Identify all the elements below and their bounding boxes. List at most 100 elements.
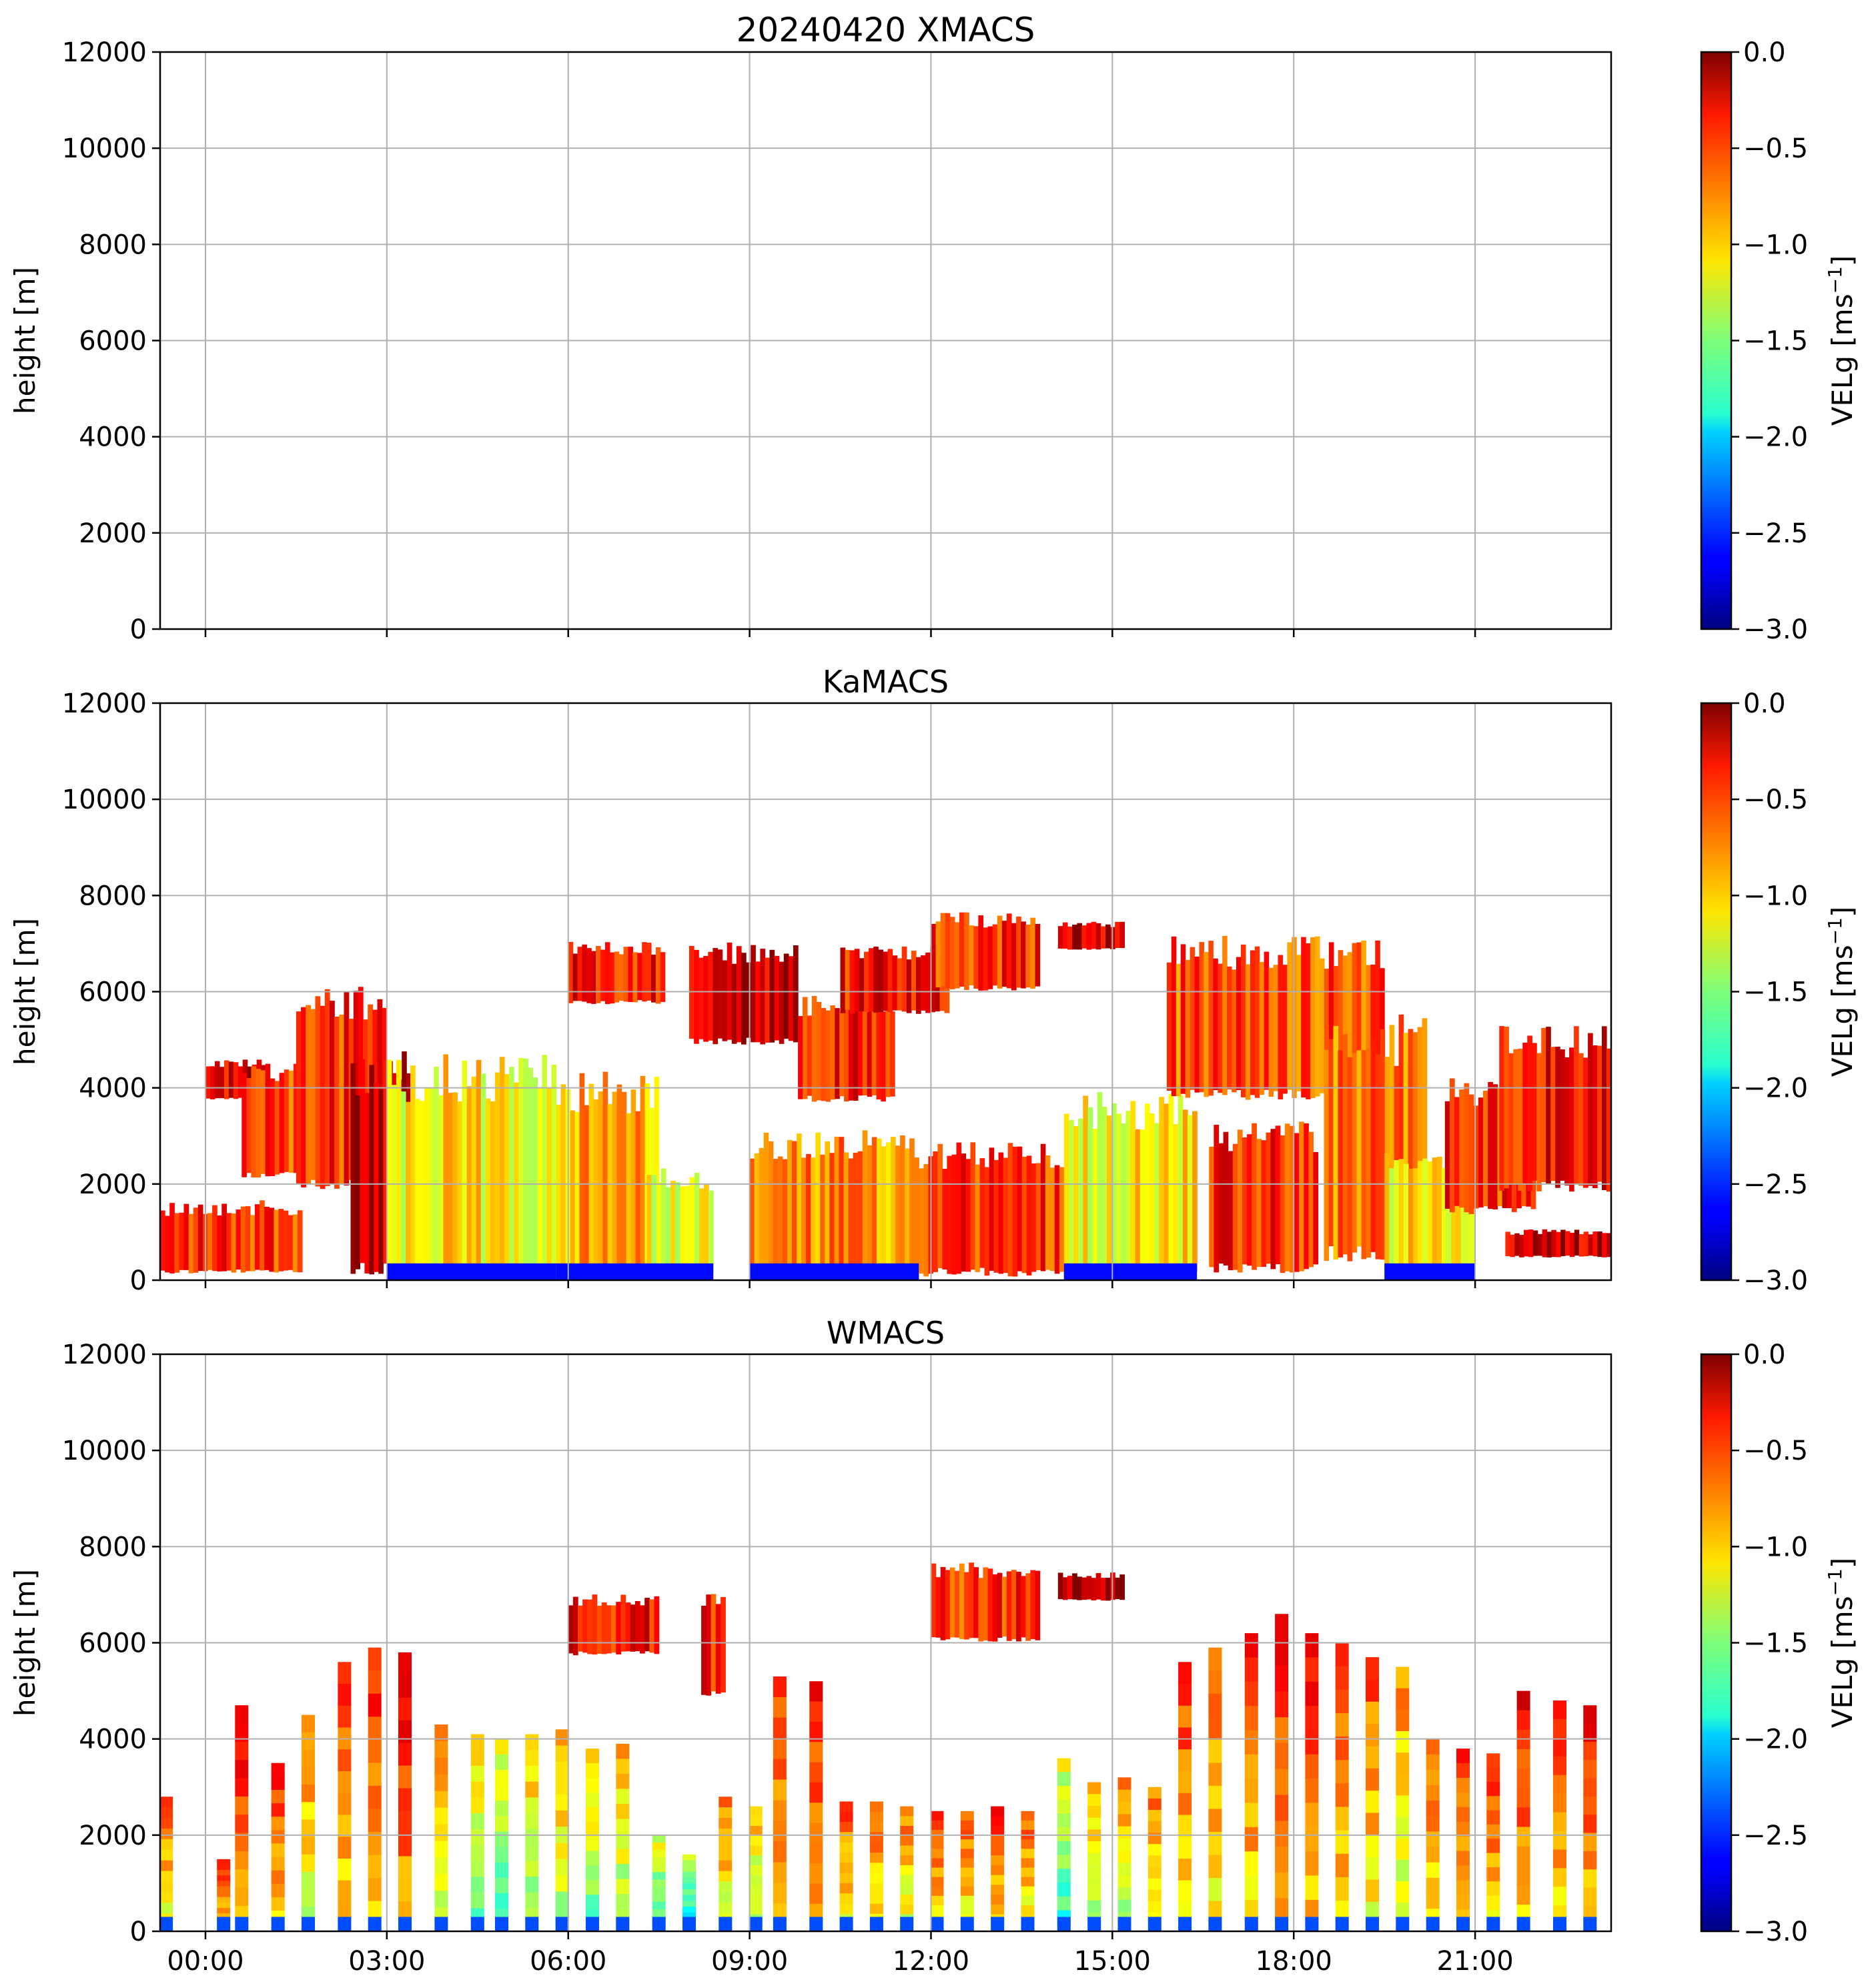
wmacs-data-column bbox=[159, 1871, 173, 1882]
kamacs-data bbox=[160, 912, 1612, 1280]
wmacs-data-column bbox=[368, 1763, 382, 1787]
wmacs-data-column bbox=[1117, 1814, 1131, 1827]
kamacs-data-block bbox=[1259, 962, 1265, 1095]
wmacs-data-column bbox=[271, 1857, 285, 1871]
wmacs-data-column bbox=[900, 1865, 914, 1876]
kamacs-data-block bbox=[269, 1207, 274, 1272]
wmacs-data-block bbox=[1086, 1576, 1092, 1600]
wmacs-data-block bbox=[601, 1602, 607, 1654]
wmacs-data-column bbox=[434, 1824, 448, 1841]
wmacs-data-column bbox=[930, 1839, 944, 1849]
wmacs-data-column bbox=[1087, 1782, 1101, 1795]
kamacs-data-block bbox=[264, 1206, 270, 1270]
wmacs-data-column bbox=[1396, 1774, 1410, 1796]
wmacs-data-column bbox=[652, 1901, 666, 1910]
wmacs-data-column bbox=[1021, 1820, 1035, 1831]
wmacs-data-column bbox=[1117, 1789, 1131, 1803]
wmacs-data-column bbox=[1305, 1827, 1319, 1852]
wmacs-data-column bbox=[235, 1851, 249, 1870]
kamacs-ytick-label: 6000 bbox=[79, 977, 147, 1008]
wmacs-data-column bbox=[1516, 1827, 1530, 1847]
wmacs-data-column bbox=[1021, 1839, 1035, 1849]
kamacs-data-block bbox=[188, 1213, 194, 1274]
wmacs-data-column bbox=[1583, 1869, 1597, 1888]
wmacs-data-column bbox=[839, 1842, 853, 1853]
wmacs-data-column bbox=[495, 1769, 508, 1786]
kamacs-data-block bbox=[970, 1142, 976, 1270]
kamacs-data-block bbox=[843, 1152, 849, 1276]
kamacs-data-block bbox=[378, 1089, 384, 1274]
wmacs-data-column bbox=[470, 1845, 484, 1861]
kamacs-data-block bbox=[621, 1091, 627, 1272]
kamacs-data-block bbox=[1375, 1054, 1381, 1260]
wmacs-data-column bbox=[271, 1790, 285, 1804]
kamacs-data-block bbox=[169, 1203, 175, 1274]
wmacs-data-column bbox=[586, 1895, 599, 1910]
wmacs-data-column bbox=[719, 1881, 733, 1893]
kamacs-data-block bbox=[801, 1157, 807, 1276]
kamacs-data-block bbox=[651, 1175, 657, 1273]
wmacs-xtick-label: 06:00 bbox=[530, 1946, 606, 1977]
wmacs-data-column bbox=[525, 1892, 539, 1909]
wmacs-data-column bbox=[525, 1797, 539, 1814]
wmacs-xtick-label: 09:00 bbox=[711, 1946, 788, 1977]
wmacs-data-column bbox=[586, 1763, 599, 1779]
kamacs-data-block bbox=[1375, 940, 1380, 1090]
wmacs-data-column bbox=[1208, 1693, 1222, 1717]
kamacs-data-block bbox=[1294, 1133, 1300, 1272]
wmacs-data-column bbox=[773, 1717, 787, 1739]
wmacs-data-column bbox=[1244, 1730, 1258, 1755]
wmacs-data-column bbox=[1087, 1865, 1101, 1877]
wmacs-data-column bbox=[434, 1791, 448, 1809]
wmacs-data-column bbox=[900, 1845, 914, 1856]
kamacs-data-block bbox=[1228, 1151, 1234, 1271]
kamacs-data-block bbox=[618, 954, 624, 1001]
wmacs-data-column bbox=[1208, 1647, 1222, 1671]
wmacs-data-column bbox=[235, 1815, 249, 1833]
wmacs-data-column-base bbox=[1275, 1917, 1289, 1931]
kamacs-data-block bbox=[1227, 966, 1232, 1089]
wmacs-data-column bbox=[809, 1742, 823, 1763]
kamacs-data-block bbox=[769, 949, 775, 1043]
wmacs-data-block bbox=[1021, 1576, 1026, 1638]
kamacs-data-block bbox=[1087, 1107, 1093, 1278]
wmacs-data-column bbox=[555, 1745, 569, 1763]
wmacs-data-column-base bbox=[900, 1917, 914, 1931]
wmacs-data-column bbox=[1147, 1821, 1161, 1833]
kamacs-data-block bbox=[240, 1206, 246, 1273]
wmacs-data-column bbox=[1396, 1753, 1410, 1775]
wmacs-data-column bbox=[302, 1871, 315, 1890]
wmacs-data-column bbox=[960, 1820, 974, 1831]
kamacs-data-block bbox=[916, 957, 921, 1014]
wmacs-colorbar-tick-label: −1.0 bbox=[1743, 1532, 1808, 1562]
xmacs-colorbar-label-exp: −1 bbox=[1824, 266, 1846, 294]
wmacs-data-column bbox=[773, 1862, 787, 1883]
wmacs-data-column bbox=[1486, 1881, 1500, 1896]
wmacs-data-column bbox=[1456, 1763, 1470, 1779]
kamacs-data-block bbox=[1266, 1132, 1272, 1264]
wmacs-data-column bbox=[616, 1864, 630, 1880]
wmacs-data-column bbox=[1516, 1788, 1530, 1808]
wmacs-data-column bbox=[1366, 1746, 1379, 1769]
kamacs-data-block bbox=[1574, 1026, 1579, 1184]
kamacs-data-block bbox=[1606, 1048, 1612, 1192]
wmacs-data-column bbox=[1553, 1887, 1566, 1906]
wmacs-xtick-label: 03:00 bbox=[348, 1946, 425, 1977]
wmacs-data-column bbox=[1275, 1743, 1289, 1770]
wmacs-data-column bbox=[682, 1895, 696, 1901]
wmacs-data-column bbox=[1117, 1826, 1131, 1839]
wmacs-data-column bbox=[434, 1774, 448, 1792]
wmacs-data-column bbox=[749, 1885, 763, 1895]
kamacs-data-block bbox=[1016, 916, 1021, 988]
wmacs-data-column bbox=[1456, 1880, 1470, 1895]
wmacs-data-column-base bbox=[398, 1917, 412, 1931]
kamacs-data-block bbox=[415, 1099, 420, 1273]
wmacs-data-column bbox=[159, 1849, 173, 1861]
wmacs-data-column bbox=[960, 1886, 974, 1897]
wmacs-data-column bbox=[470, 1813, 484, 1830]
wmacs-data-column bbox=[525, 1861, 539, 1877]
wmacs-data-column bbox=[1117, 1838, 1131, 1851]
wmacs-data-block bbox=[940, 1567, 946, 1640]
wmacs-data-column bbox=[1396, 1817, 1410, 1839]
wmacs-data-column bbox=[338, 1662, 352, 1684]
